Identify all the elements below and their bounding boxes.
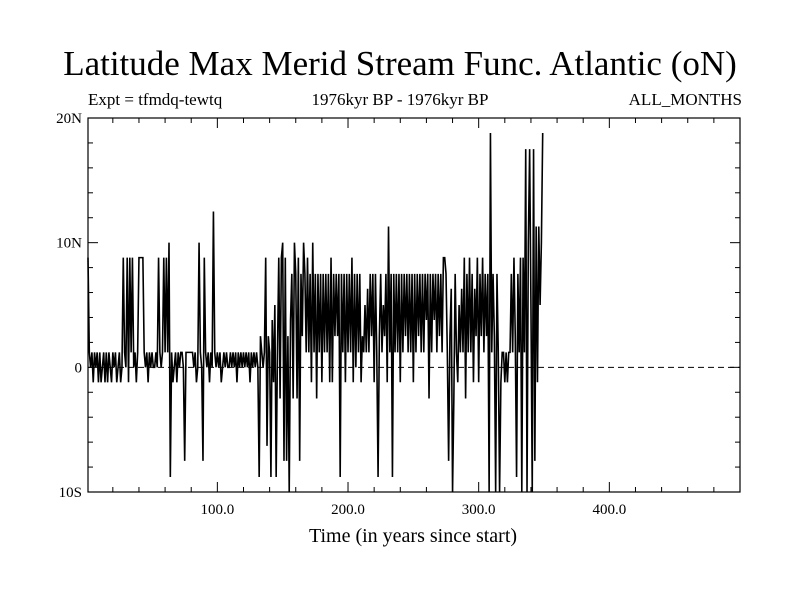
- plot-frame: [87, 117, 741, 493]
- x-axis-title: Time (in years since start): [309, 525, 517, 547]
- x-tick-label: 300.0: [462, 502, 496, 518]
- series-line-0: [87, 132, 544, 493]
- x-tick-label: 100.0: [200, 502, 234, 518]
- x-tick-label: 200.0: [331, 502, 365, 518]
- y-tick-label: 0: [75, 360, 83, 376]
- experiment-label: Expt = tfmdq-tewtq: [88, 90, 223, 109]
- x-tick-label: 400.0: [592, 502, 626, 518]
- y-tick-label: 20N: [56, 111, 82, 127]
- period-label: 1976kyr BP - 1976kyr BP: [311, 90, 489, 109]
- chart-title: Latitude Max Merid Stream Func. Atlantic…: [63, 44, 737, 83]
- y-tick-label: 10N: [56, 236, 82, 252]
- months-label: ALL_MONTHS: [628, 90, 742, 109]
- y-tick-label: 10S: [59, 485, 82, 501]
